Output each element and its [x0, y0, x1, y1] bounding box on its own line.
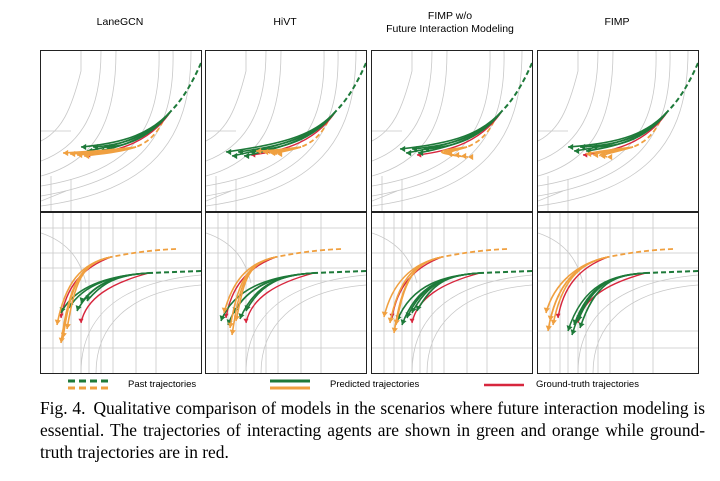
figure-caption: Fig. 4. Qualitative comparison of models … [40, 397, 705, 463]
legend-past-swatch [68, 379, 108, 390]
caption-text: Qualitative comparison of models in the … [40, 398, 705, 462]
panel-canvas [372, 51, 532, 211]
trajectories [399, 62, 532, 161]
panel-canvas [41, 213, 201, 373]
legend-ground-truth-label: Ground-truth trajectories [536, 379, 639, 390]
legend-past-label: Past trajectories [128, 379, 197, 390]
panel-top-hivt [205, 50, 367, 212]
trajectories [225, 62, 366, 160]
column-title-hivt: HiVT [273, 16, 297, 28]
road-map [372, 213, 532, 373]
road-map [538, 213, 698, 373]
panel-top-lanegcn [40, 50, 202, 212]
panel-canvas [206, 51, 366, 211]
legend-predicted-label: Predicted trajectories [330, 379, 420, 390]
panel-bottom-fimp-wo [371, 212, 533, 374]
panel-canvas [41, 51, 201, 211]
column-title-fimp: FIMP [604, 16, 630, 28]
legend-predicted-swatch [270, 379, 310, 390]
road-map [206, 213, 366, 373]
column-title-fimp-wo: FIMP w/o Future Interaction Modeling [386, 10, 514, 35]
road-map [206, 51, 357, 211]
panel-bottom-fimp [537, 212, 699, 374]
panel-canvas [206, 213, 366, 373]
trajectories [219, 248, 366, 336]
trajectories [543, 248, 698, 336]
panel-top-fimp [537, 50, 699, 212]
legend-ground-truth-swatch [484, 383, 524, 387]
road-map [372, 51, 523, 211]
road-map [538, 51, 689, 211]
panel-canvas [372, 213, 532, 373]
panel-bottom-hivt [205, 212, 367, 374]
trajectories [62, 62, 201, 160]
panel-canvas [538, 51, 698, 211]
road-map [41, 51, 192, 211]
trajectories [54, 248, 201, 344]
trajectories [567, 62, 698, 161]
trajectories [381, 248, 532, 334]
panel-bottom-lanegcn [40, 212, 202, 374]
panel-top-fimp-wo [371, 50, 533, 212]
legend: Past trajectories Predicted trajectories… [0, 375, 720, 395]
caption-label: Fig. 4. [40, 398, 86, 418]
road-map [41, 213, 201, 373]
column-title-lanegcn: LaneGCN [96, 16, 144, 28]
panel-canvas [538, 213, 698, 373]
